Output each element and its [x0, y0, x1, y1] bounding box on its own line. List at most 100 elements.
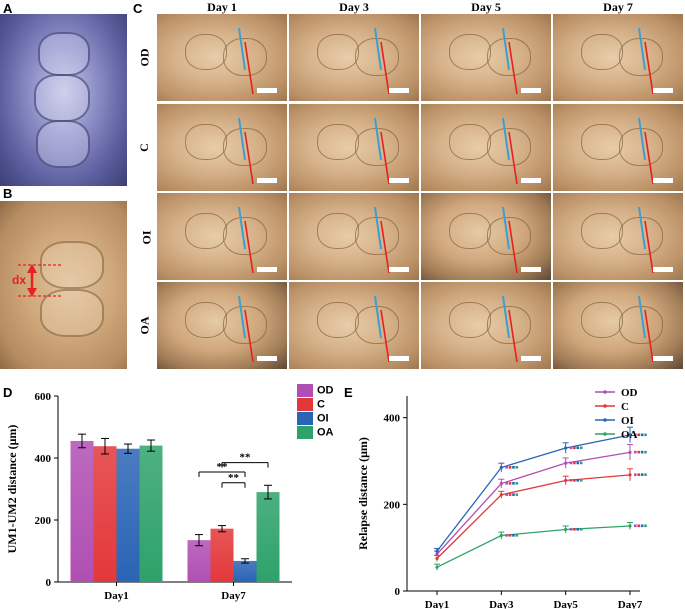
row-label-oa: OA: [137, 316, 152, 335]
photo-cell-c-day1: [157, 104, 287, 191]
bar-c-day7: [210, 528, 234, 582]
data-point-oa: [628, 524, 632, 528]
reference-line-blue: [238, 27, 246, 71]
significance-marker: [569, 527, 573, 531]
reference-line-red: [244, 41, 254, 95]
reference-line-blue: [374, 295, 382, 339]
y-tick-label: 400: [35, 453, 52, 465]
photo-cell-oi-day3: [289, 193, 419, 280]
series-line-c: [436, 474, 631, 559]
photo-cell-oi-day1: [157, 193, 287, 280]
legend-item-c: C: [297, 398, 325, 411]
dx-measure-marker: [18, 264, 62, 297]
reference-line-blue: [638, 27, 646, 71]
reference-line-blue: [638, 206, 646, 250]
legend-marker: [603, 404, 607, 408]
significance-marker: [573, 479, 576, 482]
reference-line-blue: [374, 27, 382, 71]
reference-line-red: [244, 309, 254, 363]
significance-marker: [637, 524, 640, 528]
significance-marker: [505, 493, 508, 496]
scale-bar: [257, 356, 277, 361]
reference-line-blue: [238, 295, 246, 339]
bar-c-day1: [93, 446, 117, 582]
photo-cell-oa-day3: [289, 282, 419, 369]
significance-marker: [634, 473, 637, 476]
panel-a-dental-impression-photo: [0, 14, 127, 186]
column-header-day7: Day 7: [603, 0, 633, 14]
photo-cell-oi-day5: [421, 193, 551, 280]
reference-line-red: [244, 220, 254, 274]
significance-marker: [515, 493, 519, 496]
scale-bar: [521, 178, 541, 183]
significance-marker: [508, 534, 512, 537]
significance-marker: [644, 473, 647, 476]
panel-b-plaster-model-photo: dx: [0, 201, 127, 369]
data-point-c: [628, 473, 632, 477]
scale-bar: [389, 88, 409, 93]
legend-item-od: OD: [297, 384, 334, 397]
significance-marker: [637, 450, 640, 454]
significance-marker: [634, 450, 637, 454]
y-tick-label: 200: [384, 499, 401, 511]
significance-marker: [579, 446, 583, 450]
significance-marker: [644, 524, 647, 528]
photo-cell-c-day5: [421, 104, 551, 191]
reference-line-blue: [502, 295, 510, 339]
y-tick-label: 0: [395, 586, 401, 598]
data-point-od: [564, 461, 568, 465]
reference-line-red: [644, 41, 654, 95]
significance-marker: [508, 482, 512, 485]
bar-od-day7: [187, 540, 211, 582]
significance-marker: [640, 473, 644, 476]
significance-marker: [576, 527, 580, 531]
y-tick-label: 200: [35, 515, 52, 527]
y-axis-label: UM1-UM2 distance (μm): [5, 425, 19, 554]
data-point-oi: [564, 446, 568, 450]
legend-item-oa: OA: [297, 426, 334, 439]
reference-line-red: [644, 220, 654, 274]
data-point-c: [435, 556, 439, 561]
scale-bar: [653, 178, 673, 183]
significance-marker: [576, 446, 580, 450]
significance-marker: [644, 450, 647, 454]
significance-marker: [637, 433, 640, 437]
legend-label-c: C: [621, 401, 629, 413]
reference-line-blue: [638, 117, 646, 161]
photo-cell-od-day5: [421, 14, 551, 101]
scale-bar: [389, 356, 409, 361]
chart-e-line-chart: 0 200 400 Relapse distance (μm) Day1 Day3 Day5…: [356, 387, 647, 609]
significance-label: **: [240, 452, 252, 464]
reference-line-red: [380, 41, 390, 95]
y-tick-label: 600: [35, 391, 52, 403]
significance-marker: [569, 461, 573, 465]
reference-line-blue: [238, 206, 246, 250]
significance-marker: [573, 446, 576, 450]
data-point-oi: [435, 549, 439, 553]
significance-marker: [512, 534, 515, 537]
x-tick-label: Day7: [618, 599, 643, 609]
significance-marker: [579, 461, 583, 465]
reference-line-blue: [502, 117, 510, 161]
row-label-od: OD: [137, 48, 152, 67]
y-tick-label: 0: [46, 577, 52, 589]
legend-label-oi: OI: [317, 412, 329, 425]
reference-line-red: [380, 131, 390, 185]
reference-line-red: [644, 309, 654, 363]
legend-marker: [603, 432, 607, 436]
photo-cell-oa-day1: [157, 282, 287, 369]
series-line-oa: [436, 525, 631, 568]
significance-marker: [644, 433, 647, 437]
photo-cell-od-day3: [289, 14, 419, 101]
chart-d-bar-chart: 0 200 400 600 UM1-UM2 distance (μm) Day1 Day7 *…: [5, 391, 292, 602]
reference-line-red: [244, 131, 254, 185]
reference-line-blue: [238, 117, 246, 161]
legend-item-oi: OI: [297, 412, 329, 425]
scale-bar: [257, 267, 277, 272]
significance-marker: [640, 433, 644, 437]
column-header-day3: Day 3: [339, 0, 369, 14]
reference-line-blue: [374, 206, 382, 250]
significance-marker: [515, 466, 519, 469]
scale-bar: [521, 267, 541, 272]
significance-marker: [569, 446, 573, 450]
